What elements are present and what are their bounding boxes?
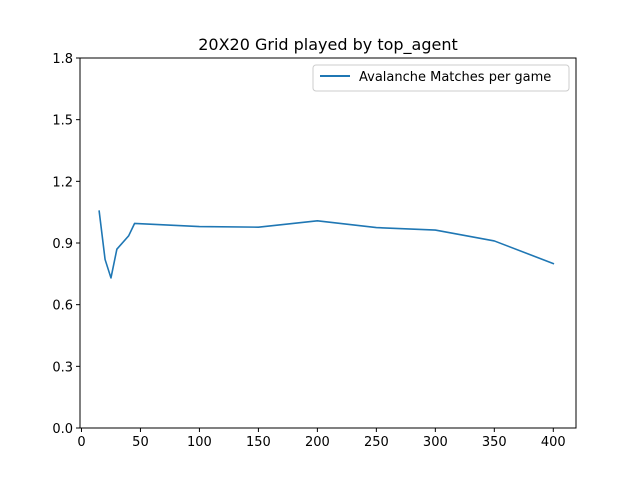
x-tick-label: 300 <box>423 435 448 450</box>
y-tick-label: 0.0 <box>52 422 73 437</box>
x-tick-label: 200 <box>305 435 330 450</box>
x-tick-label: 100 <box>187 435 212 450</box>
x-tick-label: 250 <box>364 435 389 450</box>
legend-label-avalanche-matches: Avalanche Matches per game <box>359 70 551 85</box>
x-tick-label: 400 <box>541 435 566 450</box>
x-axis-ticks: 0 50 100 150 200 250 300 350 400 <box>77 428 566 450</box>
y-tick-label: 0.6 <box>52 299 73 314</box>
legend-box <box>312 64 570 92</box>
x-tick-label: 350 <box>482 435 507 450</box>
legend: Avalanche Matches per game <box>312 64 570 92</box>
x-tick-label: 150 <box>246 435 271 450</box>
y-tick-label: 1.8 <box>52 52 73 67</box>
y-axis-ticks: 0.0 0.3 0.6 0.9 1.2 1.5 1.8 <box>52 52 80 437</box>
x-tick-label: 0 <box>77 435 85 450</box>
y-tick-label: 1.5 <box>52 114 73 129</box>
plot-area <box>80 58 576 428</box>
y-tick-label: 0.3 <box>52 360 73 375</box>
series-layer <box>98 210 555 279</box>
y-tick-label: 0.9 <box>52 237 73 252</box>
plot-frame <box>79 57 577 429</box>
y-tick-label: 1.2 <box>52 175 73 190</box>
x-tick-label: 50 <box>132 435 149 450</box>
chart-title: 20X20 Grid played by top_agent <box>198 35 458 55</box>
series-line-avalanche-matches <box>98 210 555 279</box>
